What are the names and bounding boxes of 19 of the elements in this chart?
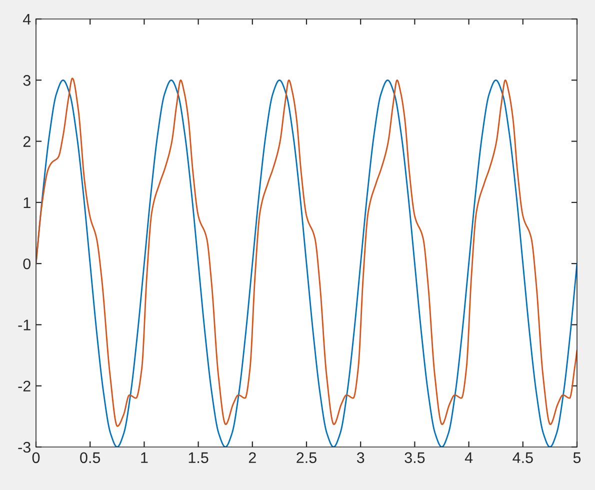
y-tick-label: 1 [24, 197, 30, 208]
x-tick-label: 4.5 [512, 452, 533, 464]
y-tick-label: -1 [18, 320, 30, 330]
x-tick-label: 5 [573, 452, 581, 464]
x-tick-label: 4 [464, 452, 473, 463]
x-tick-label: 1 [141, 452, 148, 463]
y-tick-label: 0 [23, 258, 31, 270]
y-tick-label: 2 [23, 136, 30, 147]
x-tick-label: 3.5 [404, 452, 425, 464]
x-tick-label: 3 [356, 452, 364, 464]
x-tick-label: 0 [32, 452, 40, 464]
x-tick-label: 1.5 [188, 452, 208, 464]
x-tick-label: 2.5 [296, 452, 316, 464]
y-tick-label: 3 [23, 75, 30, 86]
x-tick-label: 2 [248, 452, 256, 463]
x-tick-label: 0.5 [80, 452, 100, 464]
y-tick-label: 4 [22, 14, 31, 25]
y-tick-label: -3 [18, 442, 30, 453]
y-tick-label: -2 [18, 380, 30, 392]
